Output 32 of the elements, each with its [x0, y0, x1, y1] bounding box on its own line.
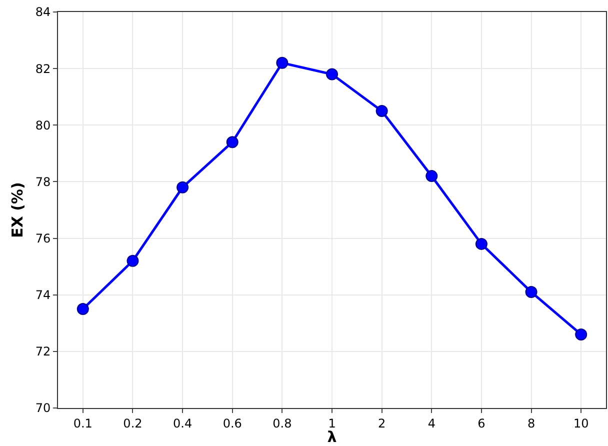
- y-tick-label: 80: [35, 118, 51, 132]
- x-tick-label: 4: [428, 416, 436, 430]
- y-tick-label: 84: [35, 5, 51, 20]
- point: [426, 170, 438, 182]
- y-axis-title: EX (%): [8, 182, 27, 238]
- point: [276, 56, 288, 69]
- point: [126, 254, 139, 267]
- x-tick-label: 0.2: [123, 416, 142, 430]
- point: [176, 181, 189, 194]
- point: [226, 136, 238, 148]
- x-tick-label: 6: [478, 416, 486, 430]
- x-tick-label: 0.6: [222, 416, 242, 430]
- point: [475, 238, 488, 250]
- y-tick-label: 70: [35, 401, 51, 416]
- x-tick-label: 1: [328, 416, 336, 430]
- point: [326, 68, 338, 80]
- point: [575, 328, 588, 340]
- x-axis-title: λ: [327, 428, 338, 446]
- y-tick-label: 82: [35, 62, 51, 76]
- point: [376, 105, 388, 117]
- y-tick-label: 78: [35, 174, 51, 189]
- y-tick-label: 72: [35, 344, 51, 359]
- x-tick-label: 2: [378, 416, 386, 430]
- x-tick-label: 10: [573, 416, 589, 430]
- x-tick-label: 8: [527, 416, 536, 430]
- y-tick-label: 74: [35, 288, 51, 302]
- point: [76, 303, 89, 315]
- y-tick-label: 76: [35, 231, 51, 246]
- x-tick-label: 0.8: [272, 416, 292, 430]
- x-tick-label: 0.1: [73, 416, 92, 430]
- point: [525, 286, 538, 298]
- x-tick-label: 0.4: [173, 416, 192, 430]
